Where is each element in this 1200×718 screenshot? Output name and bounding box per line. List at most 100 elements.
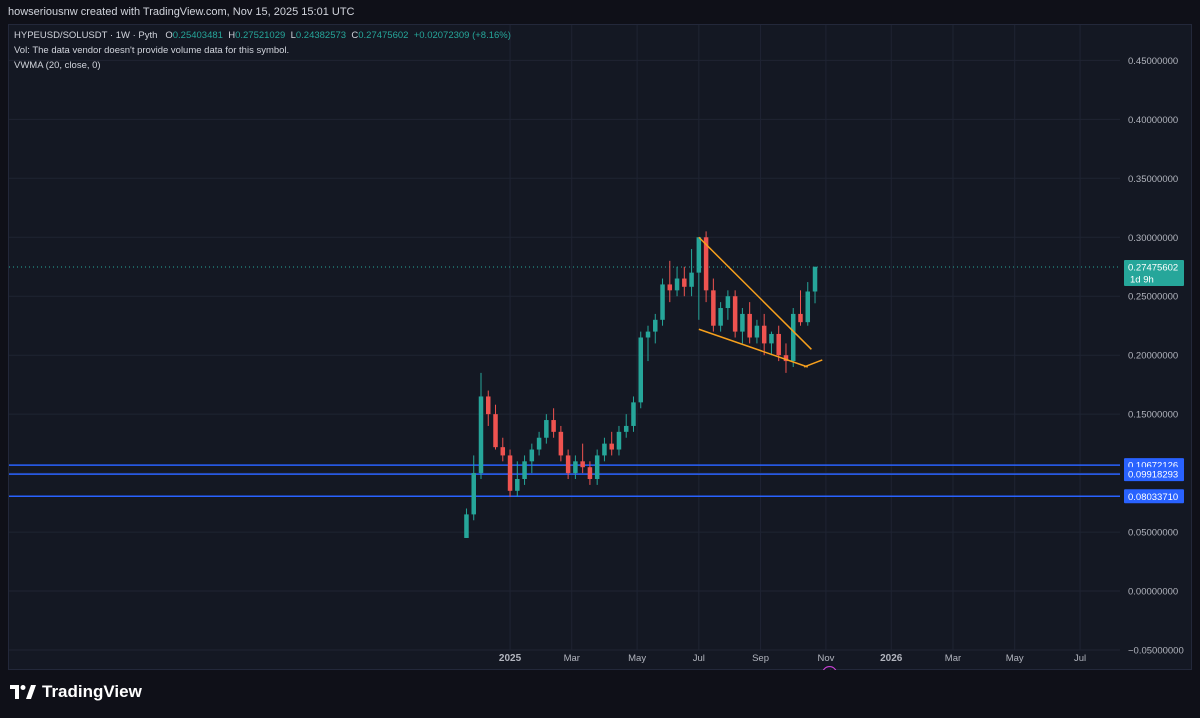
- candle-body: [493, 414, 498, 448]
- candle-body: [696, 237, 702, 273]
- wedge-closing-line: [803, 359, 823, 368]
- candle-body: [587, 467, 593, 480]
- y-tick-label: 0.15000000: [1128, 410, 1178, 421]
- chart-frame[interactable]: [8, 24, 1192, 670]
- low-value: 0.24382573: [295, 30, 347, 41]
- attribution-bar: howseriousnw created with TradingView.co…: [0, 0, 1200, 24]
- candle-body: [718, 308, 723, 326]
- candle-body: [529, 449, 535, 462]
- x-tick-label: May: [1006, 653, 1024, 664]
- brand-name: TradingView: [42, 682, 142, 701]
- candle-body: [747, 313, 752, 338]
- candle-body: [471, 473, 476, 515]
- candle-body: [805, 291, 811, 323]
- candle-body: [565, 455, 571, 474]
- candle-body: [769, 333, 774, 344]
- candle-body: [623, 425, 629, 432]
- tradingview-logo-icon: [10, 685, 36, 699]
- level-price-label-bg: [1124, 489, 1184, 504]
- candle-body: [594, 455, 600, 480]
- level-price-label-bg: [1124, 467, 1184, 482]
- candle-body: [653, 319, 658, 332]
- candle-body: [602, 443, 607, 456]
- footer-bar: TradingView: [0, 670, 1200, 718]
- open-label: O: [165, 30, 173, 41]
- candle-body: [580, 461, 585, 468]
- candle-body: [812, 266, 818, 292]
- y-tick-label: −0.05000000: [1128, 646, 1184, 657]
- candle-body: [674, 278, 680, 291]
- level-price-label: 0.10672126: [1128, 461, 1178, 472]
- candle-body: [536, 437, 542, 450]
- candle-body: [660, 284, 665, 320]
- candle-body: [682, 278, 687, 287]
- y-tick-label: 0.20000000: [1128, 351, 1178, 362]
- candle-body: [667, 284, 673, 291]
- candle-body: [761, 325, 767, 344]
- high-label: H: [228, 30, 236, 41]
- last-price-label: 0.27475602: [1128, 263, 1178, 274]
- level-price-label: 0.08033710: [1128, 492, 1178, 503]
- candle-body: [703, 237, 709, 291]
- chart-legend: HYPEUSD/SOLUSDT · 1W · Pyth O0.25403481 …: [14, 28, 511, 73]
- candle-body: [638, 337, 643, 403]
- candle-body: [645, 331, 651, 338]
- candle-body: [500, 447, 506, 456]
- y-tick-label: 0.30000000: [1128, 233, 1178, 244]
- candle-body: [740, 313, 745, 332]
- x-tick-label: Mar: [945, 653, 961, 664]
- candle-body: [507, 455, 513, 491]
- symbol-label[interactable]: HYPEUSD/SOLUSDT · 1W · Pyth: [14, 30, 158, 41]
- candle-body: [464, 514, 469, 538]
- x-tick-label: 2026: [880, 653, 903, 664]
- close-value: 0.27475602: [358, 30, 409, 41]
- y-tick-label: 0.25000000: [1128, 292, 1178, 303]
- candle-body: [754, 325, 760, 338]
- y-tick-label: 0.45000000: [1128, 56, 1178, 67]
- candle-body: [631, 402, 636, 426]
- level-price-label: 0.09918293: [1128, 470, 1178, 481]
- x-tick-label: Nov: [817, 653, 834, 664]
- candle-body: [478, 396, 484, 474]
- candle-body: [544, 420, 549, 438]
- candle-body: [689, 272, 694, 287]
- volume-note[interactable]: Vol: The data vendor doesn't provide vol…: [14, 45, 290, 56]
- candle-body: [616, 431, 622, 450]
- countdown-label: 1d 9h: [1130, 275, 1154, 286]
- y-tick-label: 0.35000000: [1128, 174, 1178, 185]
- x-tick-label: Jul: [1074, 653, 1086, 664]
- high-value: 0.27521029: [235, 30, 286, 41]
- change-value: +0.02072309 (+8.16%): [413, 30, 511, 41]
- candle-body: [790, 313, 796, 362]
- candle-body: [609, 443, 614, 450]
- candle-body: [522, 461, 527, 480]
- attribution-text: howseriousnw created with TradingView.co…: [8, 6, 355, 18]
- candle-body: [798, 313, 803, 323]
- y-tick-label: 0.00000000: [1128, 587, 1178, 598]
- last-price-label-bg: [1124, 260, 1184, 287]
- candle-body: [783, 355, 789, 362]
- candle-body: [573, 461, 578, 474]
- x-tick-label: Mar: [564, 653, 580, 664]
- tradingview-brand[interactable]: TradingView: [10, 682, 142, 702]
- x-tick-label: May: [628, 653, 646, 664]
- x-tick-label: 2025: [499, 653, 522, 664]
- candle-body: [515, 479, 520, 491]
- x-tick-label: Jul: [693, 653, 705, 664]
- candle-body: [725, 296, 731, 309]
- y-tick-label: 0.05000000: [1128, 528, 1178, 539]
- wedge-upper-line: [698, 236, 812, 350]
- candle-body: [558, 431, 564, 456]
- vwma-indicator-label[interactable]: VWMA (20, close, 0): [14, 60, 101, 71]
- candle-body: [551, 420, 556, 432]
- x-tick-label: Sep: [752, 653, 769, 664]
- open-value: 0.25403481: [172, 30, 223, 41]
- y-tick-label: 0.40000000: [1128, 115, 1178, 126]
- wedge-lower-line: [698, 328, 809, 368]
- candle-body: [776, 333, 781, 356]
- candle-body: [711, 290, 716, 326]
- low-label: L: [290, 30, 296, 41]
- candle-body: [486, 396, 491, 415]
- close-label: C: [351, 30, 359, 41]
